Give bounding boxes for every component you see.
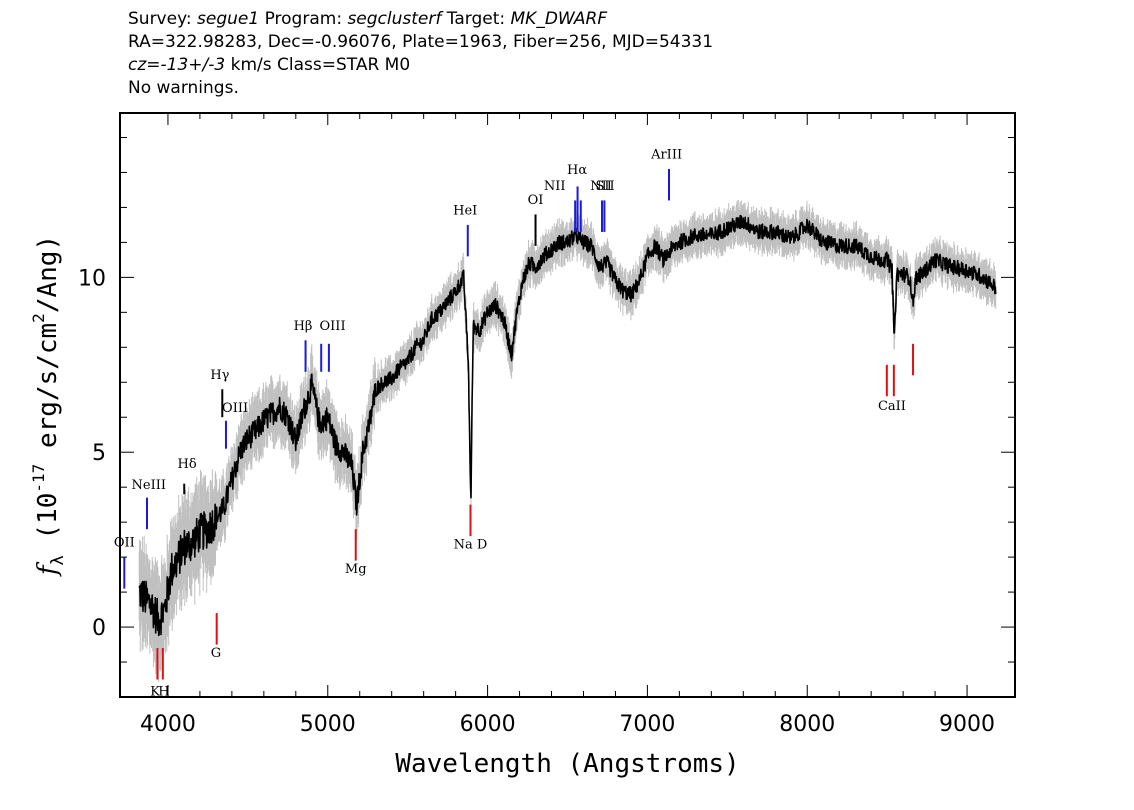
line-label-4: OIII: [222, 401, 248, 416]
x-axis-title: Wavelength (Angstroms): [395, 749, 739, 779]
flux-series: [138, 214, 997, 637]
x-tick-label-5: 9000: [939, 712, 995, 737]
header-line-warnings: No warnings.: [128, 78, 239, 98]
y-title-tail: erg/s/cm: [33, 323, 63, 464]
error-band: [138, 199, 997, 683]
y-title-end: /Ang): [33, 235, 63, 313]
line-label-21: CaII: [878, 399, 906, 414]
y-tick-label-0: 0: [92, 616, 106, 641]
header-line-coords: RA=322.98283, Dec=-0.96076, Plate=1963, …: [128, 32, 714, 52]
line-label-3: Hγ: [210, 368, 229, 383]
line-label-17: H: [158, 684, 169, 699]
line-label-0: OII: [114, 536, 135, 551]
line-label-5: Hβ: [294, 319, 313, 334]
line-label-14: SII: [595, 179, 614, 194]
y-tick-label-1: 5: [92, 441, 106, 466]
spectrum-header: Survey: segue1 Program: segclusterf Targ…: [128, 8, 713, 100]
line-label-18: G: [211, 646, 221, 661]
line-label-16: K: [150, 684, 160, 699]
header-line-survey: Survey: segue1 Program: segclusterf Targ…: [128, 9, 608, 29]
line-label-15: ArIII: [650, 147, 682, 162]
x-tick-label-1: 5000: [300, 712, 356, 737]
line-label-8: HeI: [453, 203, 477, 218]
line-label-19: Mg: [345, 562, 367, 577]
error-band-path: [138, 199, 997, 683]
flux-line: [138, 214, 997, 637]
line-label-10: NII: [544, 179, 566, 194]
x-tick-label-0: 4000: [140, 712, 196, 737]
line-label-6: OIII: [320, 319, 346, 334]
x-tick-label-3: 7000: [619, 712, 675, 737]
y-title-exp2: 2: [29, 313, 48, 323]
y-title-rest: (10: [33, 493, 63, 556]
line-label-9: OI: [528, 193, 544, 208]
line-label-2: Hδ: [178, 457, 197, 472]
axis-ticks: 4000 5000 6000 7000 8000 9000 0 5 10: [78, 113, 1015, 737]
y-tick-label-2: 10: [78, 266, 106, 291]
line-label-11: Hα: [567, 163, 587, 178]
plot-frame: [119, 112, 1016, 698]
line-label-13: NII: [590, 179, 612, 194]
y-title-exp: -17: [29, 464, 48, 493]
x-tick-label-4: 8000: [779, 712, 835, 737]
y-axis-title: fλ (10-17 erg/s/cm2/Ang): [29, 235, 68, 577]
line-label-20: Na D: [454, 537, 488, 552]
header-line-redshift: cz=-13+/-3 km/s Class=STAR M0: [128, 55, 411, 75]
x-tick-label-2: 6000: [460, 712, 516, 737]
line-label-1: NeIII: [132, 478, 166, 493]
y-title-sub: λ: [48, 555, 68, 565]
